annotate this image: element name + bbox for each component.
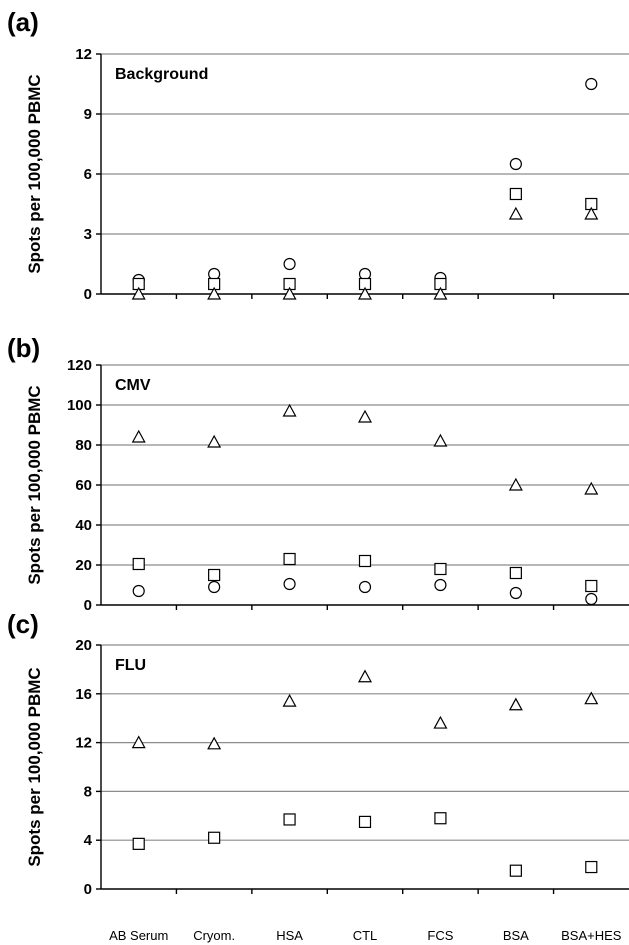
data-point-square [434,812,447,825]
data-point-square [434,562,447,576]
y-tick-label: 120 [67,357,92,374]
data-point-triangle [131,286,146,300]
data-point-triangle [357,286,373,300]
data-point-triangle [357,669,373,683]
data-point-triangle [508,206,523,220]
data-point-triangle [508,697,523,711]
data-point-circle [208,580,221,594]
data-point-circle [585,592,598,606]
y-tick-label: 60 [75,477,92,494]
panel-label: (b) [7,333,40,363]
y-tick-label: 100 [67,397,92,414]
y-tick-label: 80 [75,437,92,454]
data-point-square [208,568,221,582]
data-point-triangle [282,403,297,417]
y-tick-label: 9 [84,106,92,123]
data-point-triangle [584,691,599,705]
y-tick-label: 8 [84,783,92,800]
x-tick-label: AB Serum [109,928,168,943]
data-point-square [283,813,296,826]
data-point-circle [358,267,372,281]
data-point-triangle [584,206,599,220]
y-tick-label: 12 [75,735,92,752]
y-axis-label: Spots per 100,000 PBMC [25,667,44,866]
x-tick-label: FCS [427,928,453,943]
y-tick-label: 20 [75,557,92,574]
data-point-triangle [433,433,448,447]
y-tick-label: 16 [75,686,92,703]
data-point-circle [509,586,522,600]
data-point-square [208,831,221,844]
data-point-circle [509,157,522,171]
data-point-triangle [508,477,523,491]
y-tick-label: 0 [84,597,92,614]
data-point-square [132,837,145,850]
chart-panel-3: 0 4 8 12 16 20 (c) FLU Spots per 100,000 PBMC [7,609,629,898]
data-point-square [509,187,522,201]
data-point-circle [283,257,296,271]
data-point-square [358,554,372,568]
data-point-square [283,552,296,566]
chart-panel-1: 0 3 6 9 12 (a) Background Spots per 100,000 PBM… [7,7,629,303]
data-point-square [585,860,598,874]
y-axis-label: Spots per 100,000 PBMC [25,74,44,273]
y-tick-label: 0 [84,286,92,303]
x-tick-label: CTL [353,928,378,943]
data-point-circle [585,77,598,91]
data-point-triangle [207,286,222,300]
x-tick-label: HSA [276,928,303,943]
data-point-triangle [131,735,146,749]
data-point-triangle [207,434,222,448]
panel-label: (c) [7,609,39,639]
y-tick-label: 4 [84,832,93,849]
data-point-square [585,579,598,593]
y-tick-label: 40 [75,517,92,534]
data-point-circle [208,267,221,281]
data-point-triangle [433,715,448,729]
y-tick-label: 20 [75,637,92,654]
data-point-triangle [433,286,448,300]
data-point-square [509,566,522,580]
panel-title: CMV [115,377,151,394]
data-point-circle [434,578,447,592]
y-tick-label: 0 [84,881,92,898]
data-point-triangle [207,736,222,750]
x-tick-label: BSA+HES [561,928,622,943]
data-point-triangle [357,409,373,423]
data-point-triangle [282,286,297,300]
data-point-triangle [584,481,599,495]
y-tick-label: 3 [84,226,92,243]
data-point-triangle [131,429,146,443]
y-tick-label: 12 [75,46,92,63]
data-point-square [132,557,145,571]
data-point-square [509,864,522,877]
data-point-triangle [282,693,297,707]
panel-label: (a) [7,7,39,37]
data-point-circle [283,577,296,591]
y-axis-label: Spots per 100,000 PBMC [25,385,44,584]
panel-title: Background [115,66,208,83]
chart-panel-2: 0 20 40 60 80 100 120 (b) CMV Spots per 100,000 P… [7,333,629,614]
y-tick-label: 6 [84,166,92,183]
data-point-square [358,815,372,829]
data-point-circle [358,580,372,594]
data-point-circle [132,584,145,598]
x-tick-label: BSA [503,928,529,943]
x-tick-label: Cryom. [193,928,235,943]
panel-title: FLU [115,657,146,674]
